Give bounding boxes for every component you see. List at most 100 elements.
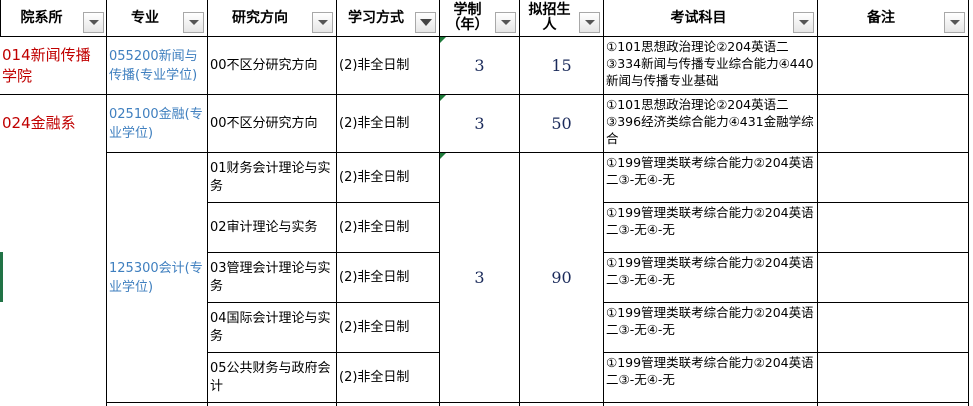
direction-cell[interactable]: 02审计理论与实务: [208, 203, 337, 253]
header-cell[interactable]: 拟招生人: [520, 0, 604, 37]
filter-dropdown-icon[interactable]: [944, 12, 965, 33]
notes-cell[interactable]: [818, 303, 969, 353]
empty-cell[interactable]: [107, 403, 208, 406]
exam-subjects-cell-text: ①199管理类联考综合能力②204英语二③-无④-无: [606, 305, 814, 337]
header-cell-text: 学习方式: [348, 9, 404, 26]
exam-subjects-cell[interactable]: ①199管理类联考综合能力②204英语二③-无④-无: [604, 303, 818, 353]
comment-indicator: [440, 37, 446, 43]
department-cell[interactable]: 024金融系: [0, 95, 107, 406]
exam-subjects-cell-text: ①101思想政治理论②204英语二③334新闻与传播专业综合能力④440新闻与传…: [606, 39, 814, 88]
dropdown-arrow-icon: [949, 20, 960, 25]
department-cell-text: 014新闻传播学院: [2, 45, 91, 85]
direction-cell[interactable]: 05公共财务与政府会计: [208, 353, 337, 403]
dropdown-arrow-icon: [419, 19, 432, 26]
header-cell-text: 考试科目: [670, 9, 727, 26]
notes-cell[interactable]: [818, 353, 969, 403]
department-cell[interactable]: 014新闻传播学院: [0, 37, 107, 95]
study-mode-cell[interactable]: (2)非全日制: [337, 253, 440, 303]
enrollment-cell[interactable]: 15: [520, 37, 604, 95]
exam-subjects-cell-text: ①199管理类联考综合能力②204英语二③-无④-无: [606, 355, 814, 387]
study-mode-cell-text: (2)非全日制: [339, 219, 410, 235]
duration-cell-text: 3: [474, 113, 485, 133]
dropdown-arrow-icon: [798, 20, 809, 25]
notes-cell[interactable]: [818, 253, 969, 303]
header-cell[interactable]: 研究方向: [208, 0, 337, 37]
empty-cell[interactable]: [520, 403, 604, 406]
dropdown-arrow-icon: [188, 20, 199, 25]
direction-cell-text: 05公共财务与政府会计: [210, 360, 331, 394]
header-cell-text: 学制（年）: [446, 2, 489, 33]
direction-cell-text: 02审计理论与实务: [210, 219, 318, 235]
header-cell[interactable]: 院系所: [0, 0, 107, 37]
study-mode-cell[interactable]: (2)非全日制: [337, 153, 440, 203]
exam-subjects-cell[interactable]: ①101思想政治理论②204英语二③334新闻与传播专业综合能力④440新闻与传…: [604, 37, 818, 95]
exam-subjects-cell-text: ①101思想政治理论②204英语二③396经济类综合能力④431金融学综合: [606, 97, 814, 146]
dropdown-arrow-icon: [500, 20, 511, 25]
header-cell-text: 专业: [131, 9, 159, 26]
header-cell[interactable]: 考试科目: [604, 0, 818, 37]
direction-cell[interactable]: 03管理会计理论与实务: [208, 253, 337, 303]
major-cell[interactable]: 055200新闻与传播(专业学位): [107, 37, 208, 95]
study-mode-cell[interactable]: (2)非全日制: [337, 353, 440, 403]
major-cell-text: 025100金融(专业学位): [109, 106, 203, 141]
notes-cell[interactable]: [818, 37, 969, 95]
major-cell-text: 055200新闻与传播(专业学位): [109, 48, 198, 83]
enrollment-cell[interactable]: 50: [520, 95, 604, 153]
header-cell-text: 院系所: [20, 9, 63, 26]
exam-subjects-cell-text: ①199管理类联考综合能力②204英语二③-无④-无: [606, 205, 814, 237]
direction-cell-text: 04国际会计理论与实务: [210, 310, 331, 344]
notes-cell[interactable]: [818, 203, 969, 253]
exam-subjects-cell-text: ①199管理类联考综合能力②204英语二③-无④-无: [606, 255, 814, 287]
direction-cell[interactable]: 00不区分研究方向: [208, 37, 337, 95]
exam-subjects-cell[interactable]: ①101思想政治理论②204英语二③396经济类综合能力④431金融学综合: [604, 95, 818, 153]
header-cell-text: 拟招生人: [528, 2, 571, 33]
notes-cell[interactable]: [818, 95, 969, 153]
major-cell[interactable]: 125300会计(专业学位): [107, 153, 208, 403]
study-mode-cell[interactable]: (2)非全日制: [337, 203, 440, 253]
study-mode-cell[interactable]: (2)非全日制: [337, 37, 440, 95]
study-mode-cell[interactable]: (2)非全日制: [337, 95, 440, 153]
study-mode-cell-text: (2)非全日制: [339, 57, 410, 73]
exam-subjects-cell[interactable]: ①199管理类联考综合能力②204英语二③-无④-无: [604, 203, 818, 253]
filter-dropdown-icon[interactable]: [183, 12, 204, 33]
filter-dropdown-icon[interactable]: [793, 12, 814, 33]
major-cell-text: 125300会计(专业学位): [109, 260, 203, 295]
empty-cell[interactable]: [818, 403, 969, 406]
empty-cell[interactable]: [337, 403, 440, 406]
exam-subjects-cell[interactable]: ①199管理类联考综合能力②204英语二③-无④-无: [604, 353, 818, 403]
duration-cell[interactable]: 3: [440, 153, 520, 403]
direction-cell[interactable]: 01财务会计理论与实务: [208, 153, 337, 203]
empty-cell[interactable]: [440, 403, 520, 406]
enrollment-cell[interactable]: 90: [520, 153, 604, 403]
filter-dropdown-icon[interactable]: [312, 12, 333, 33]
filter-active-icon[interactable]: [415, 12, 436, 33]
major-cell[interactable]: 025100金融(专业学位): [107, 95, 208, 153]
empty-cell[interactable]: [604, 403, 818, 406]
filter-dropdown-icon[interactable]: [495, 12, 516, 33]
study-mode-cell-text: (2)非全日制: [339, 169, 410, 185]
study-mode-cell[interactable]: (2)非全日制: [337, 303, 440, 353]
dropdown-arrow-icon: [584, 20, 595, 25]
duration-cell[interactable]: 3: [440, 95, 520, 153]
study-mode-cell-text: (2)非全日制: [339, 115, 410, 131]
study-mode-cell-text: (2)非全日制: [339, 319, 410, 335]
duration-cell[interactable]: 3: [440, 37, 520, 95]
enrollment-cell-text: 15: [551, 55, 572, 75]
notes-cell[interactable]: [818, 153, 969, 203]
exam-subjects-cell[interactable]: ①199管理类联考综合能力②204英语二③-无④-无: [604, 253, 818, 303]
direction-cell-text: 01财务会计理论与实务: [210, 160, 331, 194]
filter-dropdown-icon[interactable]: [579, 12, 600, 33]
header-cell[interactable]: 学习方式: [337, 0, 440, 37]
header-cell[interactable]: 备注: [818, 0, 969, 37]
filter-dropdown-icon[interactable]: [83, 12, 104, 33]
direction-cell[interactable]: 04国际会计理论与实务: [208, 303, 337, 353]
dropdown-arrow-icon: [317, 20, 328, 25]
empty-cell[interactable]: [208, 403, 337, 406]
comment-indicator: [440, 153, 446, 159]
header-cell[interactable]: 专业: [107, 0, 208, 37]
header-cell[interactable]: 学制（年）: [440, 0, 520, 37]
exam-subjects-cell[interactable]: ①199管理类联考综合能力②204英语二③-无④-无: [604, 153, 818, 203]
direction-cell[interactable]: 00不区分研究方向: [208, 95, 337, 153]
header-cell-text: 研究方向: [232, 9, 288, 26]
